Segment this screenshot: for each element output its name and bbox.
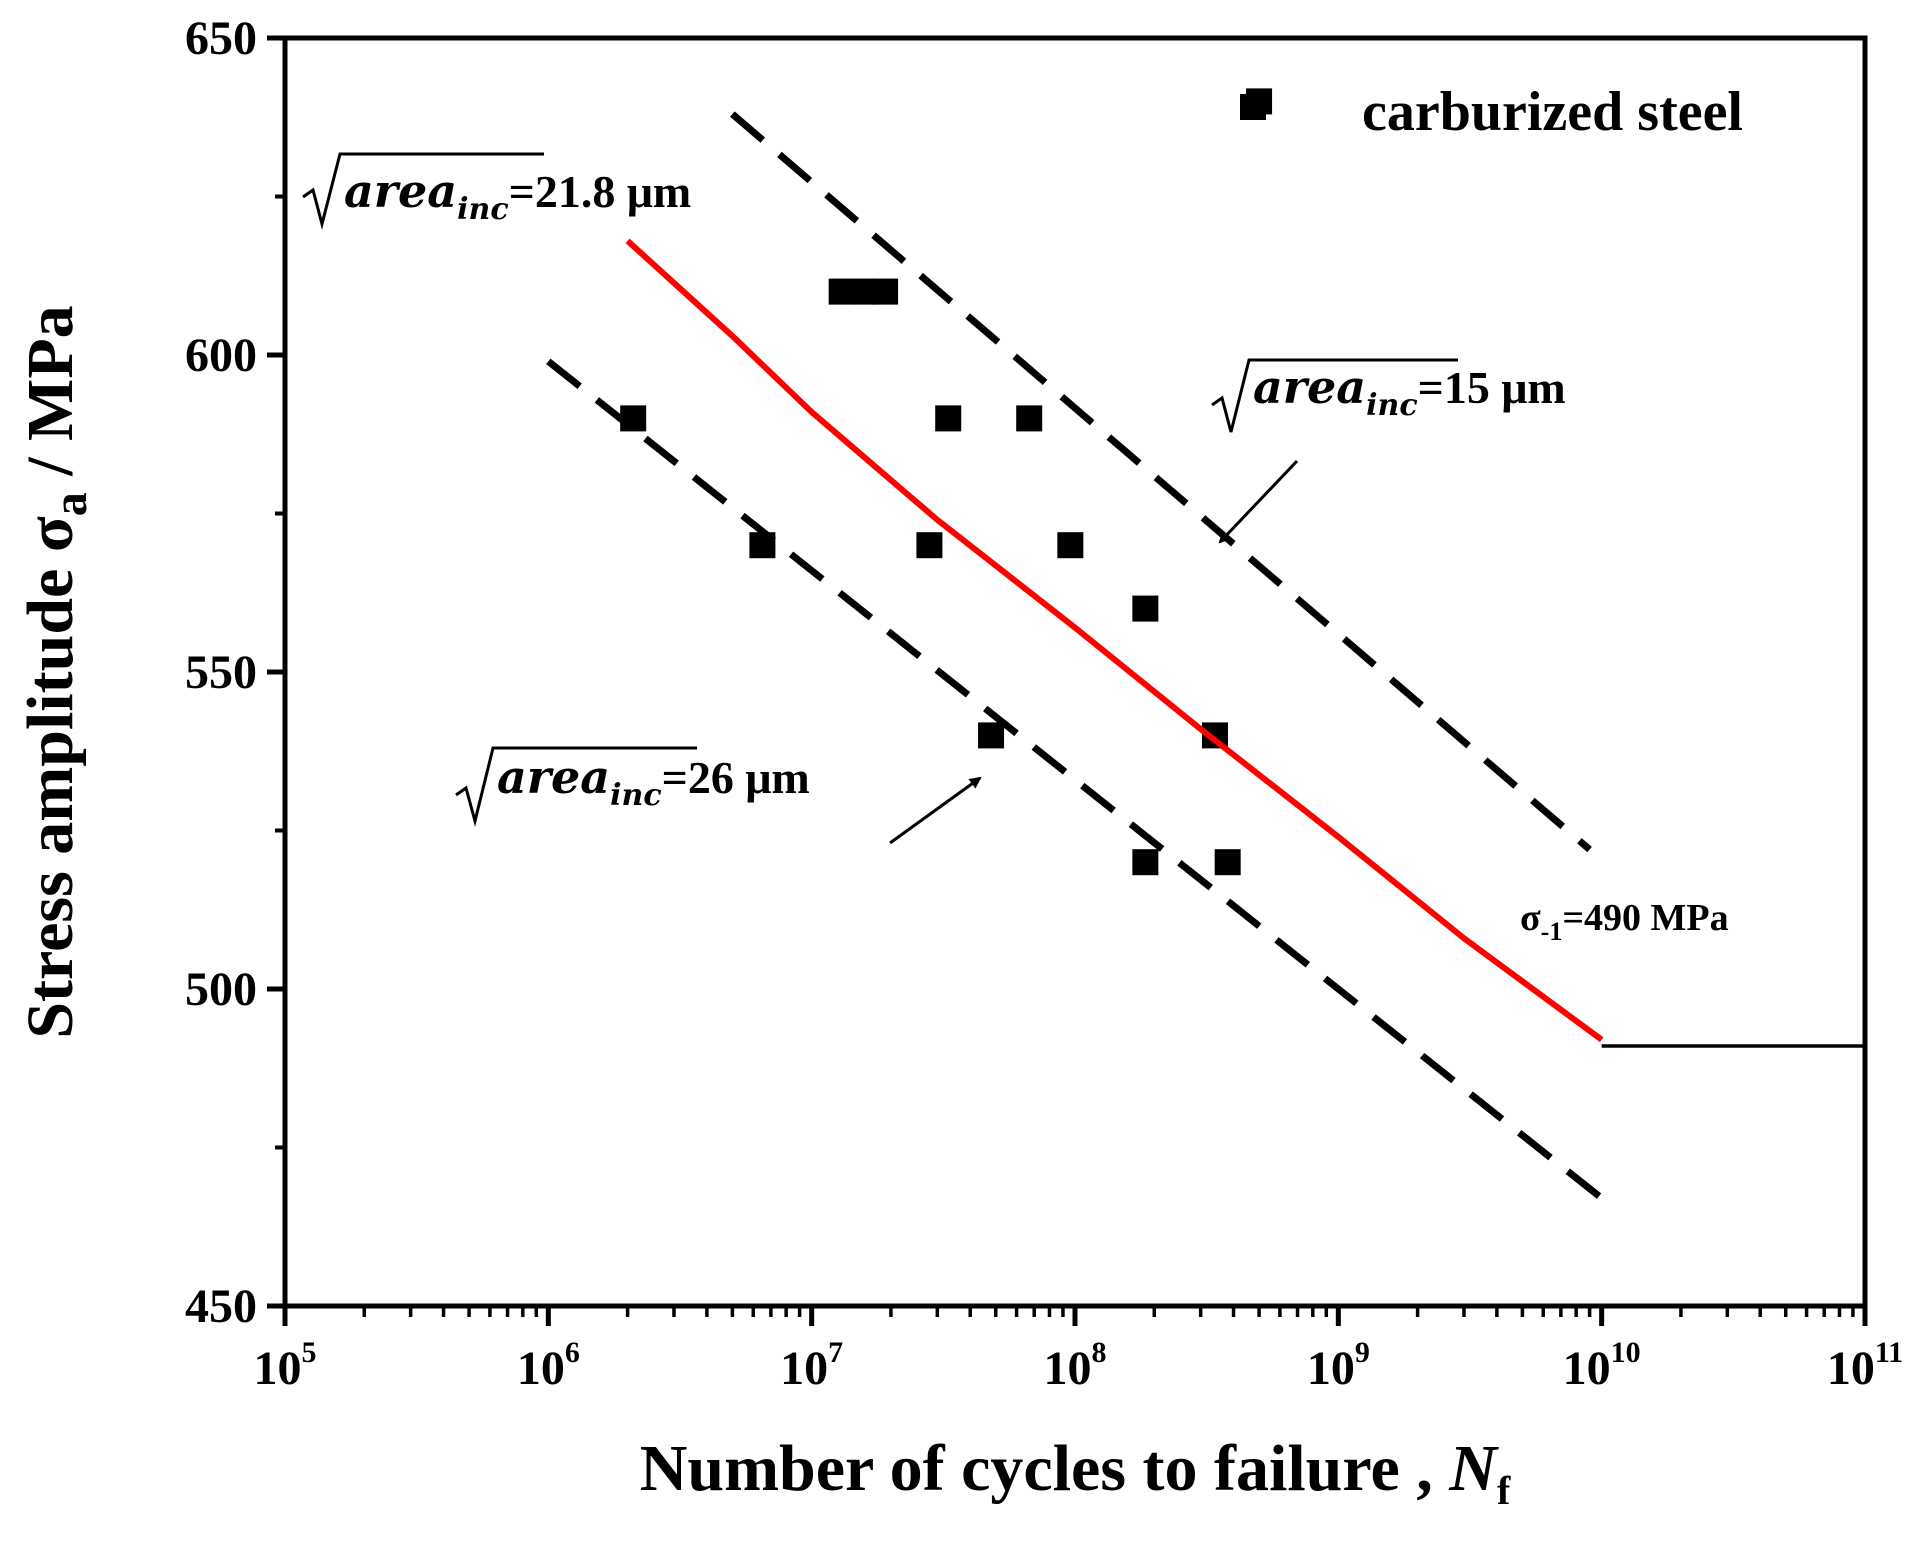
- data-point: [1016, 405, 1043, 432]
- x-tick-label: 1011: [1827, 1336, 1903, 1395]
- axis-ticks: [267, 35, 1868, 1326]
- y-tick-label: 600: [185, 329, 257, 382]
- y-tick-label: 450: [185, 1280, 257, 1333]
- svg-text:σ-1=490 MPa: σ-1=490 MPa: [1520, 897, 1729, 946]
- annotation-sigma: σ-1=490 MPa: [1520, 897, 1729, 946]
- data-point: [935, 405, 962, 432]
- sqrt-symbol: [302, 152, 544, 230]
- data-point: [1132, 849, 1159, 876]
- x-tick-label: 1010: [1563, 1336, 1641, 1395]
- data-point: [978, 722, 1005, 749]
- legend: carburized steel: [1240, 81, 1743, 143]
- x-tick-label: 109: [1307, 1336, 1370, 1395]
- data-point: [1214, 849, 1241, 876]
- annotation-area-15: areainc=15 μm: [1211, 358, 1566, 433]
- x-tick-label: 106: [517, 1336, 580, 1395]
- dashed-bound-line: [730, 111, 1592, 853]
- legend-marker: [1240, 94, 1266, 120]
- sqrt-symbol: [455, 746, 697, 827]
- annotation-area-26: areainc=26 μm: [455, 746, 810, 827]
- data-point: [872, 278, 899, 305]
- data-point: [1057, 532, 1084, 559]
- plot-frame: [282, 35, 1868, 1309]
- data-point: [916, 532, 943, 559]
- y-tick-label: 550: [185, 646, 257, 699]
- sqrt-symbol: [1211, 358, 1458, 433]
- y-axis-title: Stress amplitude σa / MPa: [14, 305, 97, 1038]
- y-tick-label: 500: [185, 963, 257, 1016]
- svg-text:areainc=15 μm: areainc=15 μm: [1253, 360, 1566, 423]
- svg-text:areainc=26 μm: areainc=26 μm: [497, 750, 810, 813]
- legend-label: carburized steel: [1362, 81, 1743, 143]
- data-point: [1132, 595, 1159, 622]
- plot-layer: [546, 88, 1865, 1201]
- arrow-to-26-line: [889, 776, 982, 845]
- x-axis-title: Number of cycles to failure , Nf: [640, 1432, 1511, 1513]
- svg-text:areainc=21.8 μm: areainc=21.8 μm: [344, 164, 691, 227]
- x-tick-label: 107: [780, 1336, 843, 1395]
- x-tick-label: 105: [254, 1336, 317, 1395]
- arrow-to-15-line: [1218, 459, 1299, 544]
- axis-tick-labels: 450 500 550 600 650 105 106 107 108 109 1010 1011: [185, 12, 1903, 1395]
- y-tick-label: 650: [185, 12, 257, 65]
- prediction-curve: [625, 238, 1604, 1043]
- dashed-bound-line: [546, 358, 1604, 1201]
- annotation-area-21-8: areainc=21.8 μm: [302, 152, 691, 230]
- x-tick-label: 108: [1044, 1336, 1107, 1395]
- data-point: [828, 278, 855, 305]
